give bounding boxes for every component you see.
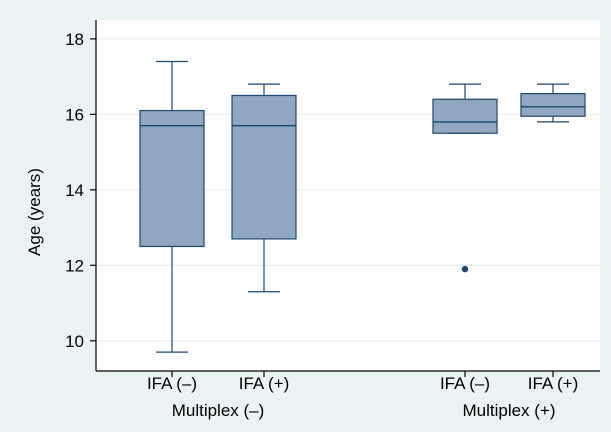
y-tick-label: 18 bbox=[65, 30, 84, 49]
x-category-label: IFA (+) bbox=[239, 374, 290, 393]
x-group-label: Multiplex (–) bbox=[172, 401, 265, 420]
y-tick-label: 10 bbox=[65, 332, 84, 351]
box-body bbox=[520, 92, 586, 117]
box-4 bbox=[520, 83, 586, 123]
y-tick-label: 14 bbox=[65, 181, 84, 200]
x-category-label: IFA (–) bbox=[147, 374, 197, 393]
x-group-label: Multiplex (+) bbox=[462, 401, 555, 420]
box-1 bbox=[139, 60, 205, 353]
outlier-point bbox=[461, 265, 469, 273]
y-tick-label: 12 bbox=[65, 256, 84, 275]
box-2 bbox=[231, 83, 297, 293]
box-3 bbox=[432, 83, 498, 273]
box-body bbox=[231, 94, 297, 240]
box-body bbox=[432, 98, 498, 134]
y-axis-title: Age (years) bbox=[25, 168, 44, 256]
box-body bbox=[139, 109, 205, 248]
x-category-label: IFA (+) bbox=[528, 374, 579, 393]
x-ticks: IFA (–) IFA (+) IFA (–) IFA (+) Multiplex (–… bbox=[147, 371, 578, 420]
x-category-label: IFA (–) bbox=[440, 374, 490, 393]
boxes bbox=[139, 60, 586, 353]
y-ticks: 10 12 14 16 18 bbox=[65, 30, 96, 351]
y-tick-label: 16 bbox=[65, 105, 84, 124]
